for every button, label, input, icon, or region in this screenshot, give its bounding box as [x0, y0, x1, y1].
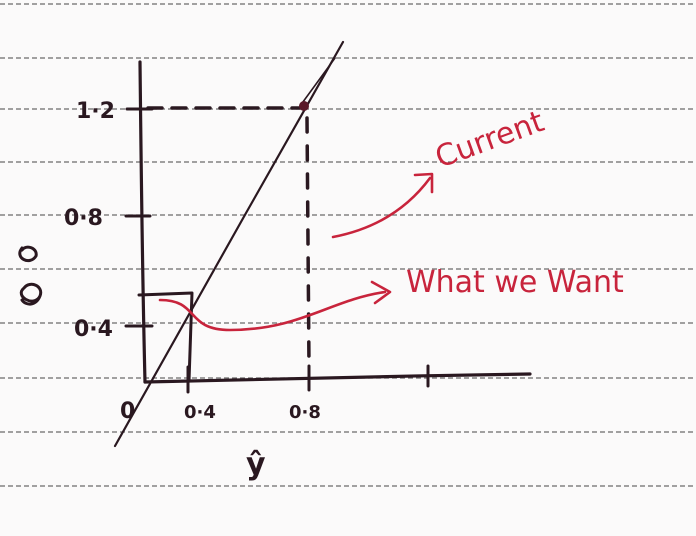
y-tick-label-0.4: 0·4 — [74, 317, 113, 342]
current-fit-line — [113, 40, 345, 448]
current-fit-line-overdraw — [299, 57, 336, 107]
y-tick-label-1.2: 1·2 — [76, 99, 115, 124]
current-arrowhead — [413, 172, 434, 194]
x-tick-label-0.4: 0·4 — [184, 402, 216, 423]
what-we-want-arrowhead — [370, 280, 392, 305]
what-we-want-label: What we Want — [406, 265, 624, 300]
x-axis — [143, 372, 532, 384]
what-we-want-box — [137, 291, 194, 383]
x-tick-label-0.8: 0·8 — [289, 402, 321, 423]
current-arrow — [331, 176, 432, 239]
y-axis — [138, 60, 147, 384]
guide-vertical-0.8 — [305, 116, 311, 368]
ruled-lines — [0, 3, 696, 487]
current-point — [299, 101, 309, 111]
y-tick-label-0.8: 0·8 — [64, 206, 103, 231]
what-we-want-arrow — [158, 290, 387, 332]
origin-label: 0 — [120, 399, 135, 424]
y-axis-label — [18, 245, 43, 306]
x-axis-label: ŷ — [246, 447, 266, 482]
current-label: Current — [431, 104, 549, 176]
